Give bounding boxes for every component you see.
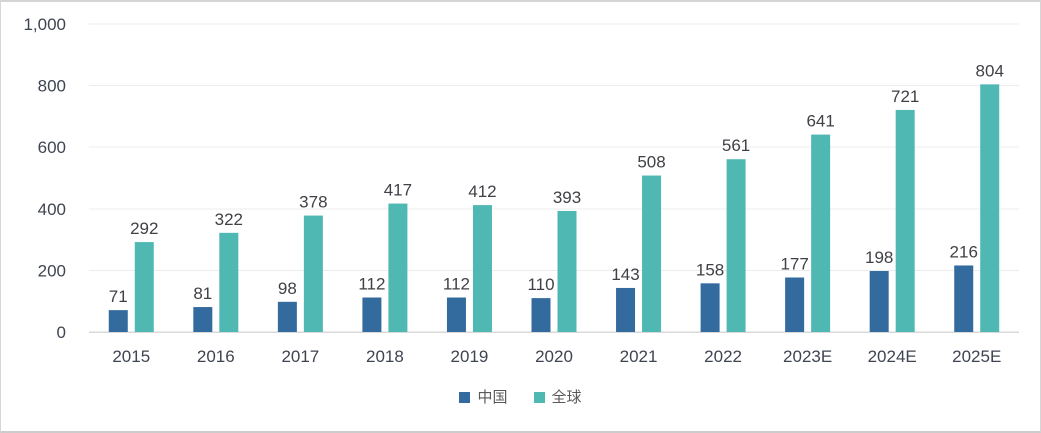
value-label-china-2020: 110: [527, 275, 554, 294]
bar-global-2018: [388, 203, 408, 332]
x-axis-label-2024E: 2024E: [868, 347, 917, 366]
x-axis-label-2017: 2017: [281, 347, 319, 366]
bar-global-2024E: [895, 109, 915, 332]
bar-global-2016: [219, 232, 239, 332]
y-axis-tick-label: 400: [38, 200, 66, 219]
value-label-global-2021: 508: [637, 153, 665, 172]
value-label-china-2016: 81: [193, 284, 212, 303]
value-label-china-2019: 112: [443, 275, 470, 294]
value-label-china-2021: 143: [611, 265, 639, 284]
value-label-global-2020: 393: [553, 188, 581, 207]
bar-china-2023E: [785, 277, 805, 332]
bar-global-2025E: [980, 84, 1000, 332]
value-label-global-2025E: 804: [976, 61, 1004, 80]
value-label-global-2019: 412: [468, 182, 496, 201]
value-label-china-2015: 71: [109, 287, 128, 306]
bar-global-2023E: [811, 134, 831, 332]
x-axis-label-2020: 2020: [535, 347, 573, 366]
bar-global-2022: [726, 159, 746, 332]
x-axis-label-2019: 2019: [451, 347, 489, 366]
bar-china-2024E: [869, 271, 889, 332]
bar-global-2019: [472, 205, 492, 332]
bar-china-2019: [446, 297, 466, 332]
bar-global-2015: [134, 242, 154, 332]
bar-china-2017: [277, 301, 297, 332]
bar-china-2020: [531, 298, 551, 332]
y-axis-tick-label: 800: [38, 77, 66, 96]
value-label-china-2017: 98: [278, 279, 297, 298]
y-axis-tick-label: 1,000: [23, 15, 66, 34]
x-axis-label-2016: 2016: [197, 347, 235, 366]
x-axis-label-2025E: 2025E: [952, 347, 1001, 366]
value-label-china-2022: 158: [696, 260, 724, 279]
bar-china-2016: [193, 307, 213, 332]
value-label-global-2015: 292: [130, 219, 158, 238]
value-label-china-2023E: 177: [780, 254, 808, 273]
x-axis-label-2021: 2021: [620, 347, 658, 366]
value-label-china-2025E: 216: [950, 242, 978, 261]
x-axis-label-2018: 2018: [366, 347, 404, 366]
value-label-global-2023E: 641: [806, 112, 834, 131]
value-label-china-2018: 112: [358, 275, 385, 294]
bar-china-2018: [362, 297, 382, 332]
x-axis-label-2022: 2022: [704, 347, 742, 366]
x-axis-label-2023E: 2023E: [783, 347, 832, 366]
bar-china-2021: [616, 287, 636, 332]
value-label-global-2022: 561: [722, 136, 750, 155]
bar-global-2020: [557, 210, 577, 332]
y-axis-tick-label: 200: [38, 261, 66, 280]
x-axis-label-2015: 2015: [112, 347, 150, 366]
bar-china-2022: [700, 283, 720, 332]
bar-global-2021: [642, 175, 662, 332]
value-label-global-2024E: 721: [891, 87, 919, 106]
y-axis-tick-label: 0: [57, 323, 66, 342]
bar-china-2025E: [954, 265, 974, 332]
value-label-china-2024E: 198: [865, 248, 893, 267]
value-label-global-2017: 378: [299, 193, 327, 212]
bar-china-2015: [108, 310, 128, 332]
bar-global-2017: [303, 215, 323, 332]
value-label-global-2018: 417: [384, 181, 412, 200]
value-label-global-2016: 322: [215, 210, 243, 229]
y-axis-tick-label: 600: [38, 138, 66, 157]
